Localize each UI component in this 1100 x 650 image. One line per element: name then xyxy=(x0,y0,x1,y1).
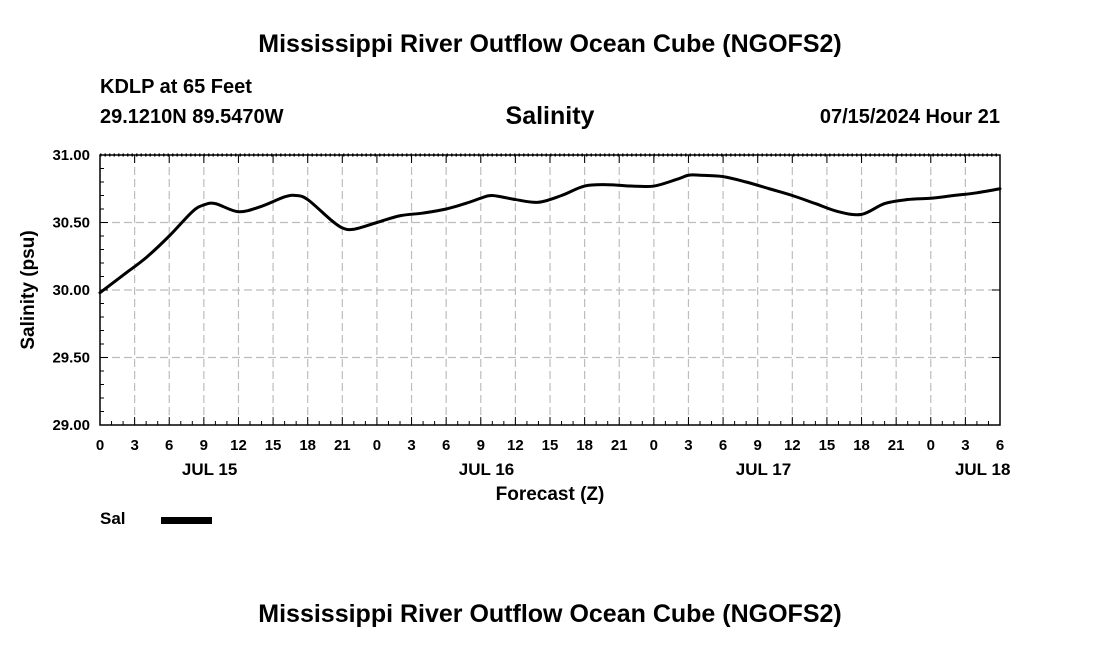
footer-title: Mississippi River Outflow Ocean Cube (NG… xyxy=(258,600,842,628)
parameter-title: Salinity xyxy=(505,102,595,130)
x-tick-label: 12 xyxy=(784,437,801,454)
x-tick-label: 21 xyxy=(888,437,905,454)
y-axis-label: Salinity (psu) xyxy=(18,230,39,349)
x-tick-label: 0 xyxy=(650,437,658,454)
x-tick-label: 21 xyxy=(334,437,351,454)
x-tick-label: 3 xyxy=(684,437,692,454)
date-label: JUL 15 xyxy=(182,460,237,479)
x-tick-labels: 0 3 6 9 12 15 18 21 0 3 6 9 12 15 18 21 0 3 6 9 12 15 18 21 0 3 6 xyxy=(96,437,1004,454)
x-tick-label: 18 xyxy=(853,437,870,454)
x-tick-label: 3 xyxy=(130,437,138,454)
legend-swatch xyxy=(161,517,212,524)
legend-label: Sal xyxy=(100,509,126,528)
date-labels: JUL 15 JUL 16 JUL 17 JUL 18 xyxy=(182,460,1011,479)
x-tick-label: 21 xyxy=(611,437,628,454)
y-tick-labels: 29.00 29.50 30.00 30.50 31.00 xyxy=(52,147,90,434)
x-tick-label: 9 xyxy=(477,437,485,454)
x-tick-label: 0 xyxy=(373,437,381,454)
y-tick-label: 29.50 xyxy=(52,350,90,367)
x-tick-label: 6 xyxy=(165,437,173,454)
x-tick-label: 9 xyxy=(200,437,208,454)
x-axis-label: Forecast (Z) xyxy=(496,484,605,505)
grid-lines xyxy=(100,155,1000,425)
date-label: JUL 17 xyxy=(736,460,791,479)
x-tick-label: 0 xyxy=(927,437,935,454)
x-tick-label: 6 xyxy=(996,437,1004,454)
x-tick-label: 3 xyxy=(961,437,969,454)
y-tick-label: 31.00 xyxy=(52,147,90,164)
x-tick-label: 15 xyxy=(542,437,559,454)
date-label: JUL 18 xyxy=(955,460,1010,479)
x-tick-label: 18 xyxy=(299,437,316,454)
y-tick-label: 30.00 xyxy=(52,282,90,299)
station-label: KDLP at 65 Feet xyxy=(100,76,252,98)
x-tick-label: 3 xyxy=(407,437,415,454)
forecast-datetime: 07/15/2024 Hour 21 xyxy=(819,106,1000,128)
station-coordinates: 29.1210N 89.5470W xyxy=(100,106,284,128)
x-tick-label: 9 xyxy=(754,437,762,454)
salinity-series-line xyxy=(98,173,1002,295)
x-tick-label: 0 xyxy=(96,437,104,454)
x-tick-label: 6 xyxy=(442,437,450,454)
x-tick-label: 12 xyxy=(507,437,524,454)
chart-title: Mississippi River Outflow Ocean Cube (NG… xyxy=(258,30,842,58)
x-tick-label: 6 xyxy=(719,437,727,454)
x-tick-label: 12 xyxy=(230,437,247,454)
date-label: JUL 16 xyxy=(459,460,514,479)
x-tick-label: 18 xyxy=(576,437,593,454)
x-tick-label: 15 xyxy=(819,437,836,454)
y-tick-label: 30.50 xyxy=(52,215,90,232)
y-tick-label: 29.00 xyxy=(52,417,90,434)
x-tick-label: 15 xyxy=(265,437,282,454)
